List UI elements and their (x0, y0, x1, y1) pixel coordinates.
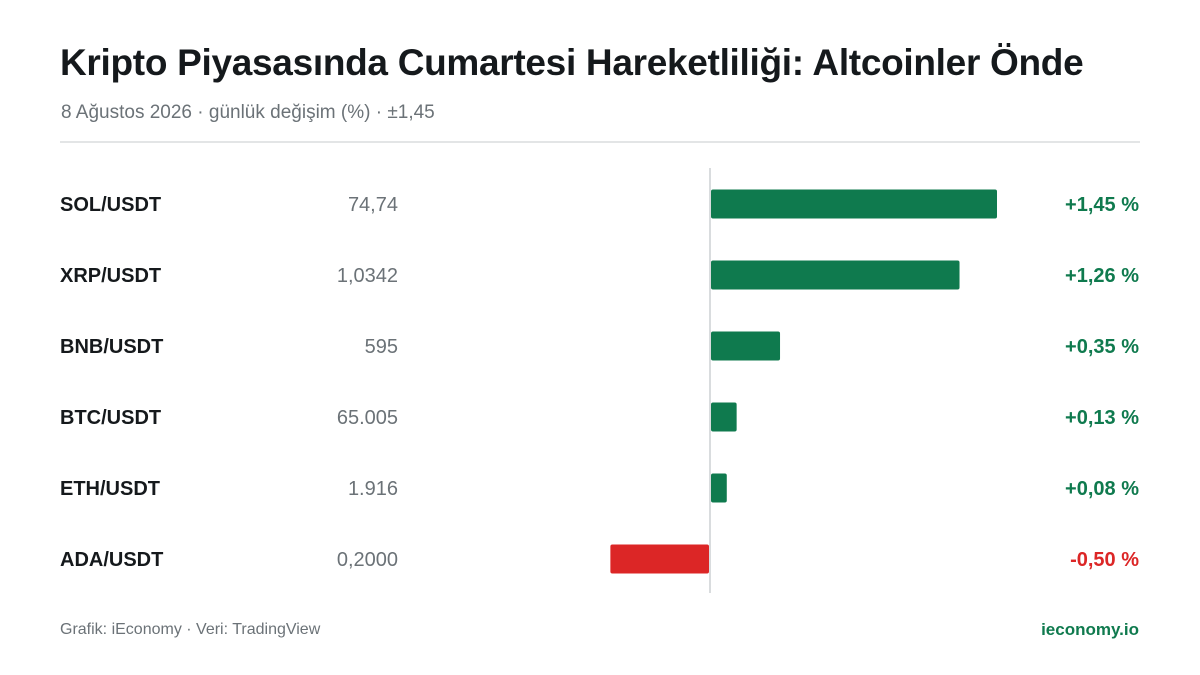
price-label: 1.916 (348, 478, 398, 500)
bar (610, 544, 709, 574)
category-label: XRP/USDT (60, 265, 161, 287)
price-label: 74,74 (348, 194, 398, 216)
bar (711, 473, 727, 503)
bar (711, 331, 781, 361)
price-label: 595 (365, 336, 398, 358)
footer-brand[interactable]: ieconomy.io (1041, 620, 1139, 639)
value-label: +0,13 % (1065, 407, 1139, 429)
value-label: +1,26 % (1065, 265, 1139, 287)
category-label: BNB/USDT (60, 336, 163, 358)
bar (711, 189, 997, 219)
bar-chart: SOL/USDT 74,74 +1,45 % XRP/USDT 1,0342 +1,26 … (60, 168, 1139, 593)
price-label: 0,2000 (337, 549, 398, 571)
category-label: SOL/USDT (60, 194, 161, 216)
footer-source: Grafik: iEconomy · Veri: TradingView (60, 621, 321, 638)
bar (711, 402, 737, 432)
chart-title: Kripto Piyasasında Cumartesi Hareketlili… (60, 42, 1084, 83)
value-label: +1,45 % (1065, 194, 1139, 216)
price-label: 1,0342 (337, 265, 398, 287)
header-divider (60, 141, 1140, 143)
value-label: +0,35 % (1065, 336, 1139, 358)
price-label: 65.005 (337, 407, 398, 429)
category-label: ETH/USDT (60, 478, 160, 500)
value-label: +0,08 % (1065, 478, 1139, 500)
chart-subtitle: 8 Ağustos 2026 · günlük değişim (%) · ±1… (61, 102, 435, 123)
bar (711, 260, 960, 290)
value-label: -0,50 % (1070, 549, 1139, 571)
category-label: BTC/USDT (60, 407, 161, 429)
category-label: ADA/USDT (60, 549, 163, 571)
